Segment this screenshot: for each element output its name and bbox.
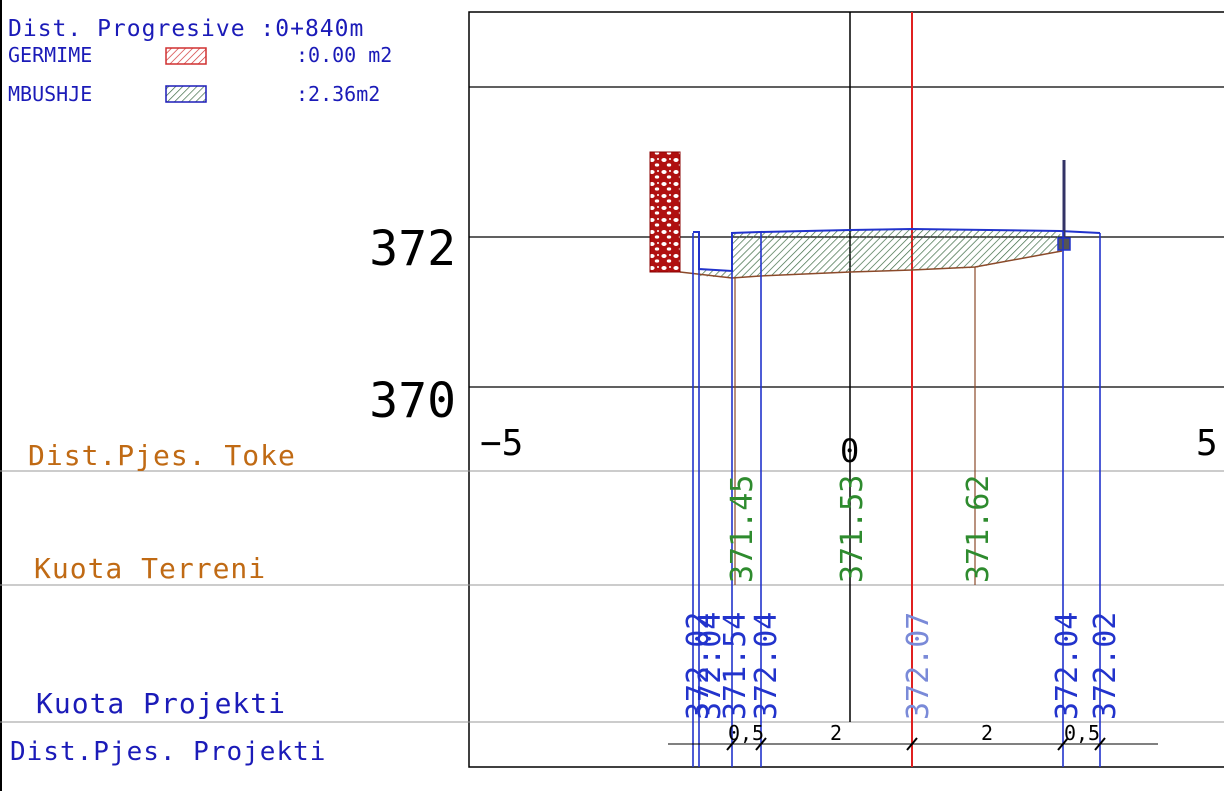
germime-swatch-icon [165, 47, 207, 65]
project-distance-label: 0,5 [1064, 721, 1100, 745]
row-label-dist-toke: Dist.Pjes. Toke [28, 439, 296, 472]
project-elevation-label: 372.07 [901, 612, 936, 720]
project-elevation-label: 372.04 [693, 612, 728, 720]
row-label-dist-projekti: Dist.Pjes. Projekti [10, 737, 326, 767]
legend-germime-label: GERMIME [8, 43, 92, 67]
offset-label-neg5: −5 [480, 423, 523, 464]
project-elevation-label: 372.02 [1088, 612, 1123, 720]
legend-dist-progresive: Dist. Progresive :0+840m [8, 16, 364, 42]
legend-germime-value: :0.00 m2 [296, 43, 392, 67]
project-elevation-label: 371.54 [718, 612, 753, 720]
legend-mbushje-label: MBUSHJE [8, 82, 92, 106]
curb-block [649, 151, 681, 273]
project-elevation-label: 372.02 [681, 612, 716, 720]
guard-post-base [1057, 237, 1071, 251]
fill-area [699, 229, 1062, 278]
project-distance-label: 2 [981, 721, 993, 745]
elevation-label-372: 372 [369, 221, 456, 277]
row-label-kuota-terreni: Kuota Terreni [34, 552, 266, 585]
dimension-tick [726, 737, 738, 751]
legend-mbushje-value: :2.36m2 [296, 82, 380, 106]
plot-frame [468, 11, 1224, 768]
project-elevation-label: 372.04 [749, 612, 784, 720]
dimension-tick [906, 737, 918, 751]
project-distance-label: 2 [830, 721, 842, 745]
dimension-tick [1057, 737, 1069, 751]
offset-label-0: 0 [840, 432, 859, 470]
terrain-elevation-label: 371.53 [835, 475, 870, 583]
terrain-elevation-label: 371.45 [725, 475, 760, 583]
elevation-label-370: 370 [369, 373, 456, 429]
dimension-tick [755, 737, 767, 751]
project-distance-label: 0,5 [728, 721, 764, 745]
mbushje-swatch-icon [165, 85, 207, 103]
row-label-kuota-projekti: Kuota Projekti [36, 687, 286, 720]
terrain-elevation-label: 371.62 [961, 475, 996, 583]
offset-label-5: 5 [1196, 423, 1218, 464]
dimension-tick [1094, 737, 1106, 751]
project-elevation-label: 372.04 [1050, 612, 1085, 720]
